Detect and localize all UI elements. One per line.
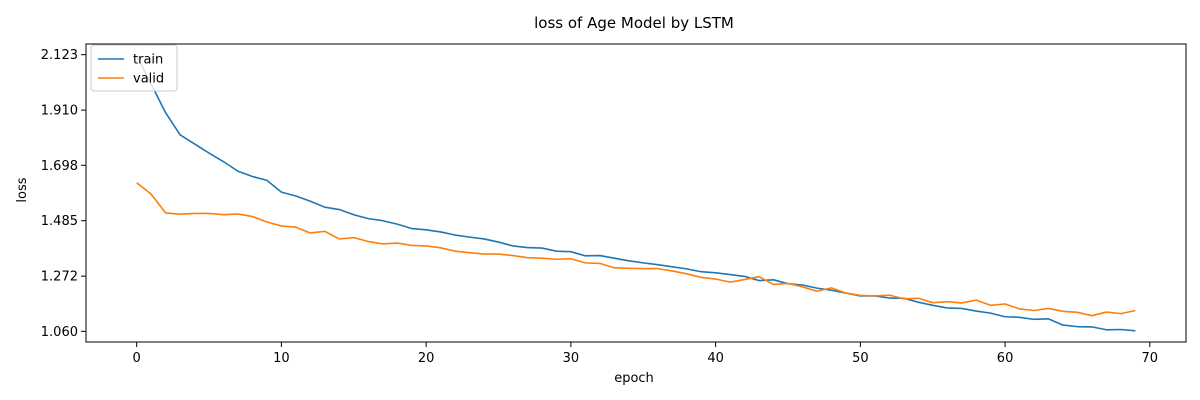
legend-box — [90, 44, 178, 92]
series-line-valid — [136, 182, 1136, 317]
series-layer — [135, 55, 1136, 332]
legend-label-valid: valid — [133, 72, 164, 87]
legend: train valid — [90, 44, 178, 92]
x-axis-label: epoch — [614, 371, 654, 386]
plot-area — [85, 43, 1187, 343]
y-axis: 1.060 1.272 1.485 1.698 1.910 2.123 — [41, 48, 86, 340]
y-axis-label: loss — [15, 177, 30, 202]
y-tick-label: 2.123 — [41, 48, 78, 63]
legend-label-train: train — [133, 53, 163, 68]
y-tick-label: 1.485 — [41, 214, 78, 229]
x-tick-label: 20 — [418, 351, 435, 366]
x-tick-label: 40 — [707, 351, 724, 366]
y-tick-label: 1.272 — [41, 270, 78, 285]
x-tick-label: 30 — [563, 351, 580, 366]
series-line-train — [135, 55, 1136, 332]
x-tick-label: 10 — [273, 351, 290, 366]
x-tick-label: 60 — [997, 351, 1014, 366]
y-tick-label: 1.698 — [41, 159, 78, 174]
x-axis: 0 10 20 30 40 50 60 70 — [133, 342, 1159, 366]
x-tick-label: 70 — [1142, 351, 1159, 366]
y-tick-label: 1.060 — [41, 325, 78, 340]
x-tick-label: 50 — [852, 351, 869, 366]
x-tick-label: 0 — [133, 351, 141, 366]
y-tick-label: 1.910 — [41, 104, 78, 119]
plot-frame — [85, 43, 1187, 343]
chart-title: loss of Age Model by LSTM — [534, 14, 734, 32]
